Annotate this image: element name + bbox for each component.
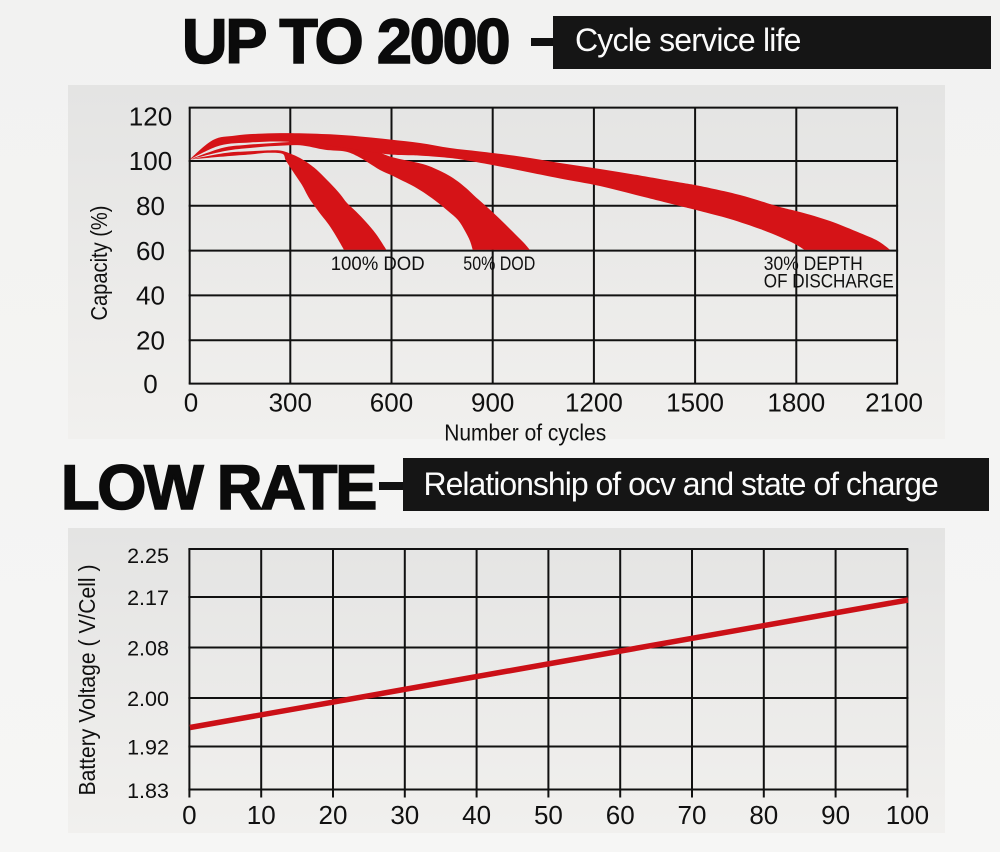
svg-text:300: 300	[269, 387, 312, 417]
svg-text:Number of cycles: Number of cycles	[444, 419, 606, 445]
svg-text:1800: 1800	[767, 387, 825, 417]
svg-text:80: 80	[136, 191, 165, 221]
svg-text:120: 120	[129, 101, 172, 131]
svg-text:1.92: 1.92	[127, 735, 169, 759]
svg-text:50: 50	[534, 800, 563, 830]
svg-text:40: 40	[136, 281, 165, 311]
svg-text:0: 0	[184, 387, 198, 417]
svg-text:20: 20	[319, 800, 348, 830]
svg-text:70: 70	[678, 800, 707, 830]
svg-text:2100: 2100	[865, 387, 923, 417]
svg-text:OF DISCHARGE: OF DISCHARGE	[764, 271, 894, 293]
svg-text:1.83: 1.83	[127, 779, 169, 803]
svg-text:30: 30	[390, 800, 419, 830]
svg-text:0: 0	[182, 800, 196, 830]
svg-text:2.00: 2.00	[127, 687, 169, 711]
svg-text:20: 20	[136, 325, 165, 355]
svg-text:Capacity (%): Capacity (%)	[86, 206, 112, 321]
svg-text:30% DEPTH: 30% DEPTH	[764, 253, 863, 275]
svg-text:60: 60	[136, 236, 165, 266]
svg-text:1500: 1500	[666, 387, 724, 417]
svg-text:100: 100	[129, 146, 172, 176]
svg-text:900: 900	[471, 387, 514, 417]
svg-text:10: 10	[247, 800, 276, 830]
svg-text:Battery Voltage ( V/Cell ): Battery Voltage ( V/Cell )	[74, 565, 100, 796]
svg-text:0: 0	[143, 369, 157, 399]
svg-text:2.25: 2.25	[127, 544, 169, 568]
svg-text:80: 80	[749, 800, 778, 830]
svg-text:60: 60	[606, 800, 635, 830]
svg-text:100: 100	[886, 800, 929, 830]
svg-text:90: 90	[821, 800, 850, 830]
svg-text:600: 600	[370, 387, 413, 417]
svg-text:40: 40	[462, 800, 491, 830]
svg-text:2.08: 2.08	[127, 636, 169, 660]
svg-text:50% DOD: 50% DOD	[463, 253, 535, 275]
svg-text:2.17: 2.17	[127, 586, 169, 610]
svg-text:100% DOD: 100% DOD	[331, 253, 425, 275]
svg-text:1200: 1200	[565, 387, 623, 417]
